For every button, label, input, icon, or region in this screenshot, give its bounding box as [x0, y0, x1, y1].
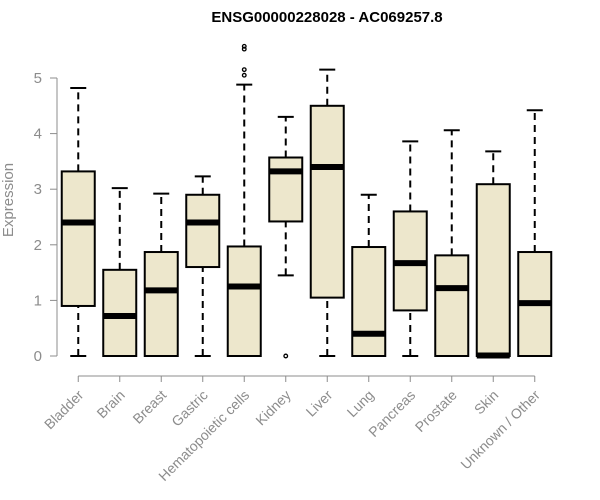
x-tick-label: Unknown / Other — [457, 387, 543, 473]
y-tick-label: 2 — [34, 237, 42, 254]
outlier-point — [241, 46, 247, 52]
x-tick-label: Prostate — [412, 387, 460, 435]
box-kidney — [268, 115, 304, 359]
outlier-point — [241, 72, 247, 78]
box-breast — [143, 192, 179, 357]
iqr-box — [475, 183, 511, 357]
iqr-box — [102, 268, 138, 358]
x-tick-label: Skin — [471, 387, 502, 418]
boxes-group — [60, 43, 553, 359]
y-tick-label: 4 — [34, 126, 42, 143]
box-hematopoietic-cells — [226, 43, 262, 357]
iqr-box — [434, 254, 470, 357]
box-lung — [351, 193, 387, 357]
box-brain — [102, 187, 138, 358]
x-tick-label: Liver — [303, 387, 336, 420]
iqr-box — [309, 104, 345, 299]
x-tick-label: Kidney — [252, 387, 294, 429]
y-axis-label: Expression — [0, 163, 17, 237]
box-skin — [475, 150, 511, 359]
chart-title: ENSG00000228028 - AC069257.8 — [211, 9, 442, 26]
box-pancreas — [392, 140, 428, 357]
iqr-box — [226, 245, 262, 357]
y-tick-label: 1 — [34, 292, 42, 309]
box-prostate — [434, 129, 470, 357]
x-tick-label: Lung — [344, 387, 377, 420]
iqr-box — [143, 251, 179, 357]
x-tick-label: Brain — [93, 387, 127, 421]
outlier-point — [283, 353, 289, 359]
y-tick-label: 0 — [34, 348, 42, 365]
box-gastric — [185, 175, 221, 357]
iqr-box — [185, 193, 221, 269]
iqr-box — [268, 156, 304, 223]
box-liver — [309, 68, 345, 357]
outlier-point — [241, 67, 247, 73]
box-bladder — [60, 87, 96, 357]
iqr-box — [351, 246, 387, 357]
x-tick-label: Bladder — [41, 387, 87, 433]
y-tick-label: 3 — [34, 181, 42, 198]
outlier-point — [241, 43, 247, 49]
box-unknown-other — [517, 109, 553, 357]
x-tick-label: Breast — [129, 387, 169, 427]
y-tick-label: 5 — [34, 70, 42, 87]
iqr-box — [60, 170, 96, 307]
y-axis: 0 1 2 3 4 5 — [34, 70, 58, 365]
